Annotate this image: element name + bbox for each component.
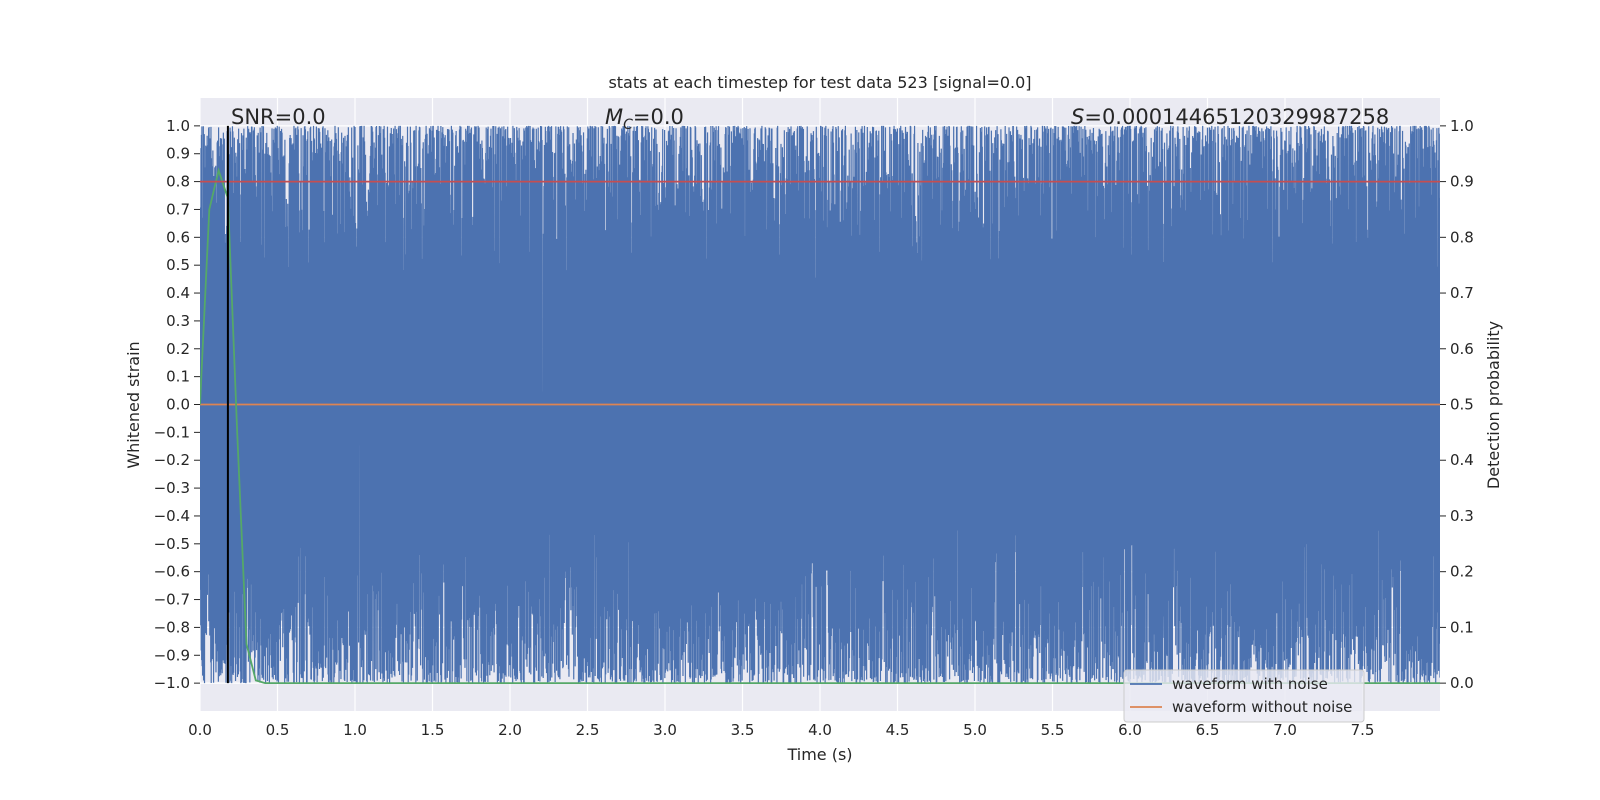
y2-tick-label: 0.6 [1450,340,1474,358]
chirp-mass-annotation-subscript: C [623,117,633,133]
y-tick-label: −0.1 [154,423,190,441]
x-tick-label: 2.0 [498,721,522,739]
y2-tick-label: 0.0 [1450,674,1474,692]
x-tick-label: 6.0 [1118,721,1142,739]
snr-annotation-prefix: SNR [231,105,275,129]
x-axis-label: Time (s) [786,745,852,764]
x-tick-label: 1.0 [343,721,367,739]
y2-axis-ticks: 1.0 0.9 0.8 0.7 0.6 0.5 0.4 0.3 0.2 0.1 0.0 [1440,117,1474,692]
x-tick-label: 5.5 [1041,721,1065,739]
chirp-mass-annotation: MC=0.0 [605,105,684,133]
snr-annotation-value: =0.0 [275,105,326,129]
legend-box [1123,669,1365,723]
y2-tick-label: 0.2 [1450,563,1474,581]
y-tick-label: 0.2 [166,340,190,358]
y-tick-label: 0.7 [166,200,190,218]
y-tick-label: −0.9 [154,646,190,664]
y-tick-label: −0.4 [154,507,190,525]
x-tick-label: 5.0 [963,721,987,739]
snr-annotation: SNR=0.0 [231,105,326,129]
y2-tick-label: 0.1 [1450,618,1474,636]
y-tick-label: 0.0 [166,396,190,414]
y-tick-label: −0.5 [154,535,190,553]
x-tick-label: 7.0 [1273,721,1297,739]
y-tick-label: 0.3 [166,312,190,330]
series-line-probability [200,167,1440,685]
x-tick-label: 7.5 [1351,721,1375,739]
x-tick-label: 6.5 [1196,721,1220,739]
series-lines [200,125,1440,685]
y2-tick-label: 0.9 [1450,173,1474,191]
s-annotation-value: =0.00014465120329987258 [1084,105,1389,129]
y2-axis-label: Detection probability [1484,321,1503,489]
x-tick-label: 4.0 [808,721,832,739]
y-tick-label: −1.0 [154,674,190,692]
legend-label-clean: waveform without noise [1172,698,1352,716]
y-tick-label: −0.2 [154,451,190,469]
y2-tick-label: 0.3 [1450,507,1474,525]
y2-tick-label: 0.5 [1450,396,1474,414]
y2-tick-label: 0.4 [1450,451,1474,469]
s-annotation-prefix: S [1071,105,1084,129]
y-tick-label: 0.5 [166,256,190,274]
y-tick-label: 0.1 [166,368,190,386]
y2-tick-label: 1.0 [1450,117,1474,135]
y-tick-label: −0.7 [154,591,190,609]
x-axis-ticks: 0.0 0.5 1.0 1.5 2.0 2.5 3.0 3.5 4.0 4.5 5.0 5.5 6.0 6… [188,721,1374,739]
chart-title: stats at each timestep for test data 523… [608,73,1031,92]
legend: waveform with noise waveform without noi… [1123,669,1365,723]
x-tick-label: 3.0 [653,721,677,739]
x-tick-label: 2.5 [576,721,600,739]
y-tick-label: 0.6 [166,228,190,246]
x-tick-label: 3.5 [731,721,755,739]
x-tick-label: 4.5 [886,721,910,739]
y-tick-label: 0.8 [166,173,190,191]
x-tick-label: 0.0 [188,721,212,739]
y-tick-label: 0.4 [166,284,190,302]
y-tick-label: −0.8 [154,618,190,636]
y-tick-label: 1.0 [166,117,190,135]
y-axis-label: Whitened strain [124,341,143,468]
s-annotation: S=0.00014465120329987258 [1071,105,1389,129]
y-axis-ticks: 1.0 0.9 0.8 0.7 0.6 0.5 0.4 0.3 0.2 0.1 0.0 −0.1 −0.… [154,117,200,692]
y-tick-label: 0.9 [166,145,190,163]
chirp-mass-annotation-prefix: M [605,105,623,129]
chirp-mass-annotation-value: =0.0 [633,105,684,129]
legend-label-noise: waveform with noise [1172,675,1328,693]
y2-tick-label: 0.8 [1450,228,1474,246]
y2-tick-label: 0.7 [1450,284,1474,302]
y-tick-label: −0.3 [154,479,190,497]
series-line-noise [200,125,1440,684]
y-tick-label: −0.6 [154,563,190,581]
x-tick-label: 0.5 [266,721,290,739]
x-tick-label: 1.5 [421,721,445,739]
